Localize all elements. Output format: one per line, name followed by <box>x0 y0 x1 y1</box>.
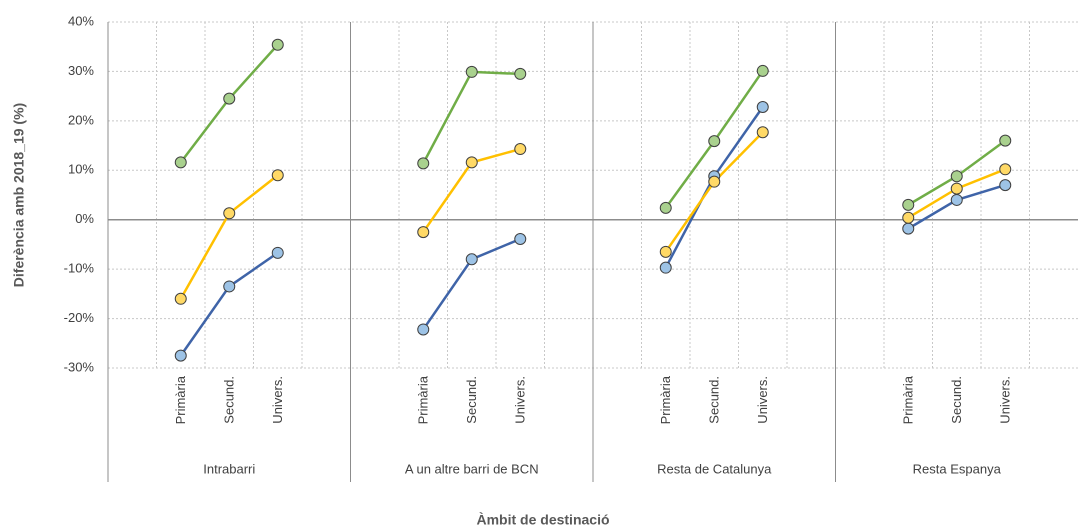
marker <box>902 198 915 211</box>
marker <box>174 292 187 305</box>
marker <box>999 163 1012 176</box>
marker <box>999 134 1012 147</box>
y-tick-label: 0% <box>75 211 94 226</box>
marker <box>417 226 430 239</box>
marker <box>417 157 430 170</box>
group-label: Resta de Catalunya <box>657 461 772 476</box>
marker <box>223 207 236 220</box>
y-tick-label: -10% <box>64 261 95 276</box>
marker <box>902 211 915 224</box>
series-line <box>422 237 521 331</box>
marker <box>223 92 236 105</box>
group-label: A un altre barri de BCN <box>405 461 539 476</box>
marker <box>174 349 187 362</box>
y-axis-title: Diferència amb 2018_19 (%) <box>11 103 27 287</box>
x-tick-label: Primària <box>173 375 188 424</box>
marker <box>223 280 236 293</box>
marker <box>174 156 187 169</box>
y-tick-label: -20% <box>64 310 95 325</box>
marker <box>756 126 769 139</box>
marker <box>271 38 284 51</box>
marker <box>950 182 963 195</box>
marker <box>999 179 1012 192</box>
x-tick-label: Primària <box>658 375 673 424</box>
marker <box>950 193 963 206</box>
marker <box>708 135 721 148</box>
x-tick-label: Primària <box>901 375 916 424</box>
marker <box>465 156 478 169</box>
group-label: Intrabarri <box>203 461 255 476</box>
series-line <box>664 131 764 253</box>
marker <box>902 222 915 235</box>
x-tick-label: Secund. <box>707 376 722 424</box>
group-label: Resta Espanya <box>913 461 1002 476</box>
x-tick-label: Secund. <box>949 376 964 424</box>
marker <box>271 246 284 259</box>
marker <box>271 169 284 182</box>
marker <box>514 143 527 156</box>
y-tick-label: 40% <box>68 13 94 28</box>
series-line <box>179 251 279 357</box>
y-tick-label: 20% <box>68 112 94 127</box>
marker <box>514 232 527 245</box>
y-tick-label: -30% <box>64 359 95 374</box>
marker <box>659 261 672 274</box>
marker <box>708 175 721 188</box>
x-axis-title: Àmbit de destinació <box>476 512 609 528</box>
x-tick-label: Secund. <box>222 376 237 424</box>
marker <box>514 67 527 80</box>
y-tick-label: 30% <box>68 63 94 78</box>
x-tick-label: Primària <box>416 375 431 424</box>
marker <box>756 101 769 114</box>
marker <box>950 170 963 183</box>
x-tick-label: Univers. <box>513 376 528 424</box>
series-line <box>179 174 279 300</box>
x-tick-label: Univers. <box>270 376 285 424</box>
series-line <box>422 70 521 164</box>
marker <box>465 253 478 266</box>
x-tick-label: Univers. <box>998 376 1013 424</box>
x-tick-label: Univers. <box>755 376 770 424</box>
x-tick-label: Secund. <box>464 376 479 424</box>
marker <box>756 64 769 77</box>
y-tick-label: 10% <box>68 162 94 177</box>
marker <box>659 201 672 214</box>
marker <box>417 323 430 336</box>
marker <box>465 65 478 78</box>
marker <box>659 245 672 258</box>
